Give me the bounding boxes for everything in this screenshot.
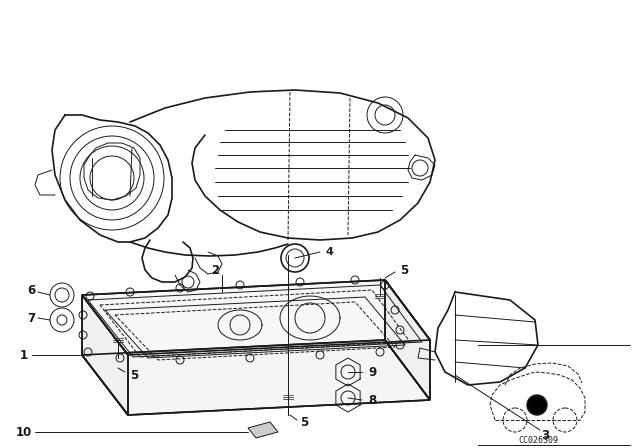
Text: 1: 1 — [20, 349, 28, 362]
Text: 10: 10 — [16, 426, 32, 439]
Polygon shape — [385, 280, 430, 400]
Polygon shape — [82, 280, 430, 355]
Text: 2: 2 — [211, 263, 219, 276]
Text: 5: 5 — [400, 263, 408, 276]
Text: 5: 5 — [300, 415, 308, 428]
Polygon shape — [248, 422, 278, 438]
Polygon shape — [82, 340, 430, 415]
Circle shape — [527, 395, 547, 415]
Text: 9: 9 — [368, 366, 376, 379]
Text: 3: 3 — [541, 428, 549, 441]
Text: 7: 7 — [27, 311, 35, 324]
Text: CC026309: CC026309 — [518, 435, 558, 444]
Text: 4: 4 — [325, 247, 333, 257]
Polygon shape — [82, 295, 128, 415]
Text: 8: 8 — [368, 393, 376, 406]
Text: 6: 6 — [27, 284, 35, 297]
Text: 5: 5 — [130, 369, 138, 382]
